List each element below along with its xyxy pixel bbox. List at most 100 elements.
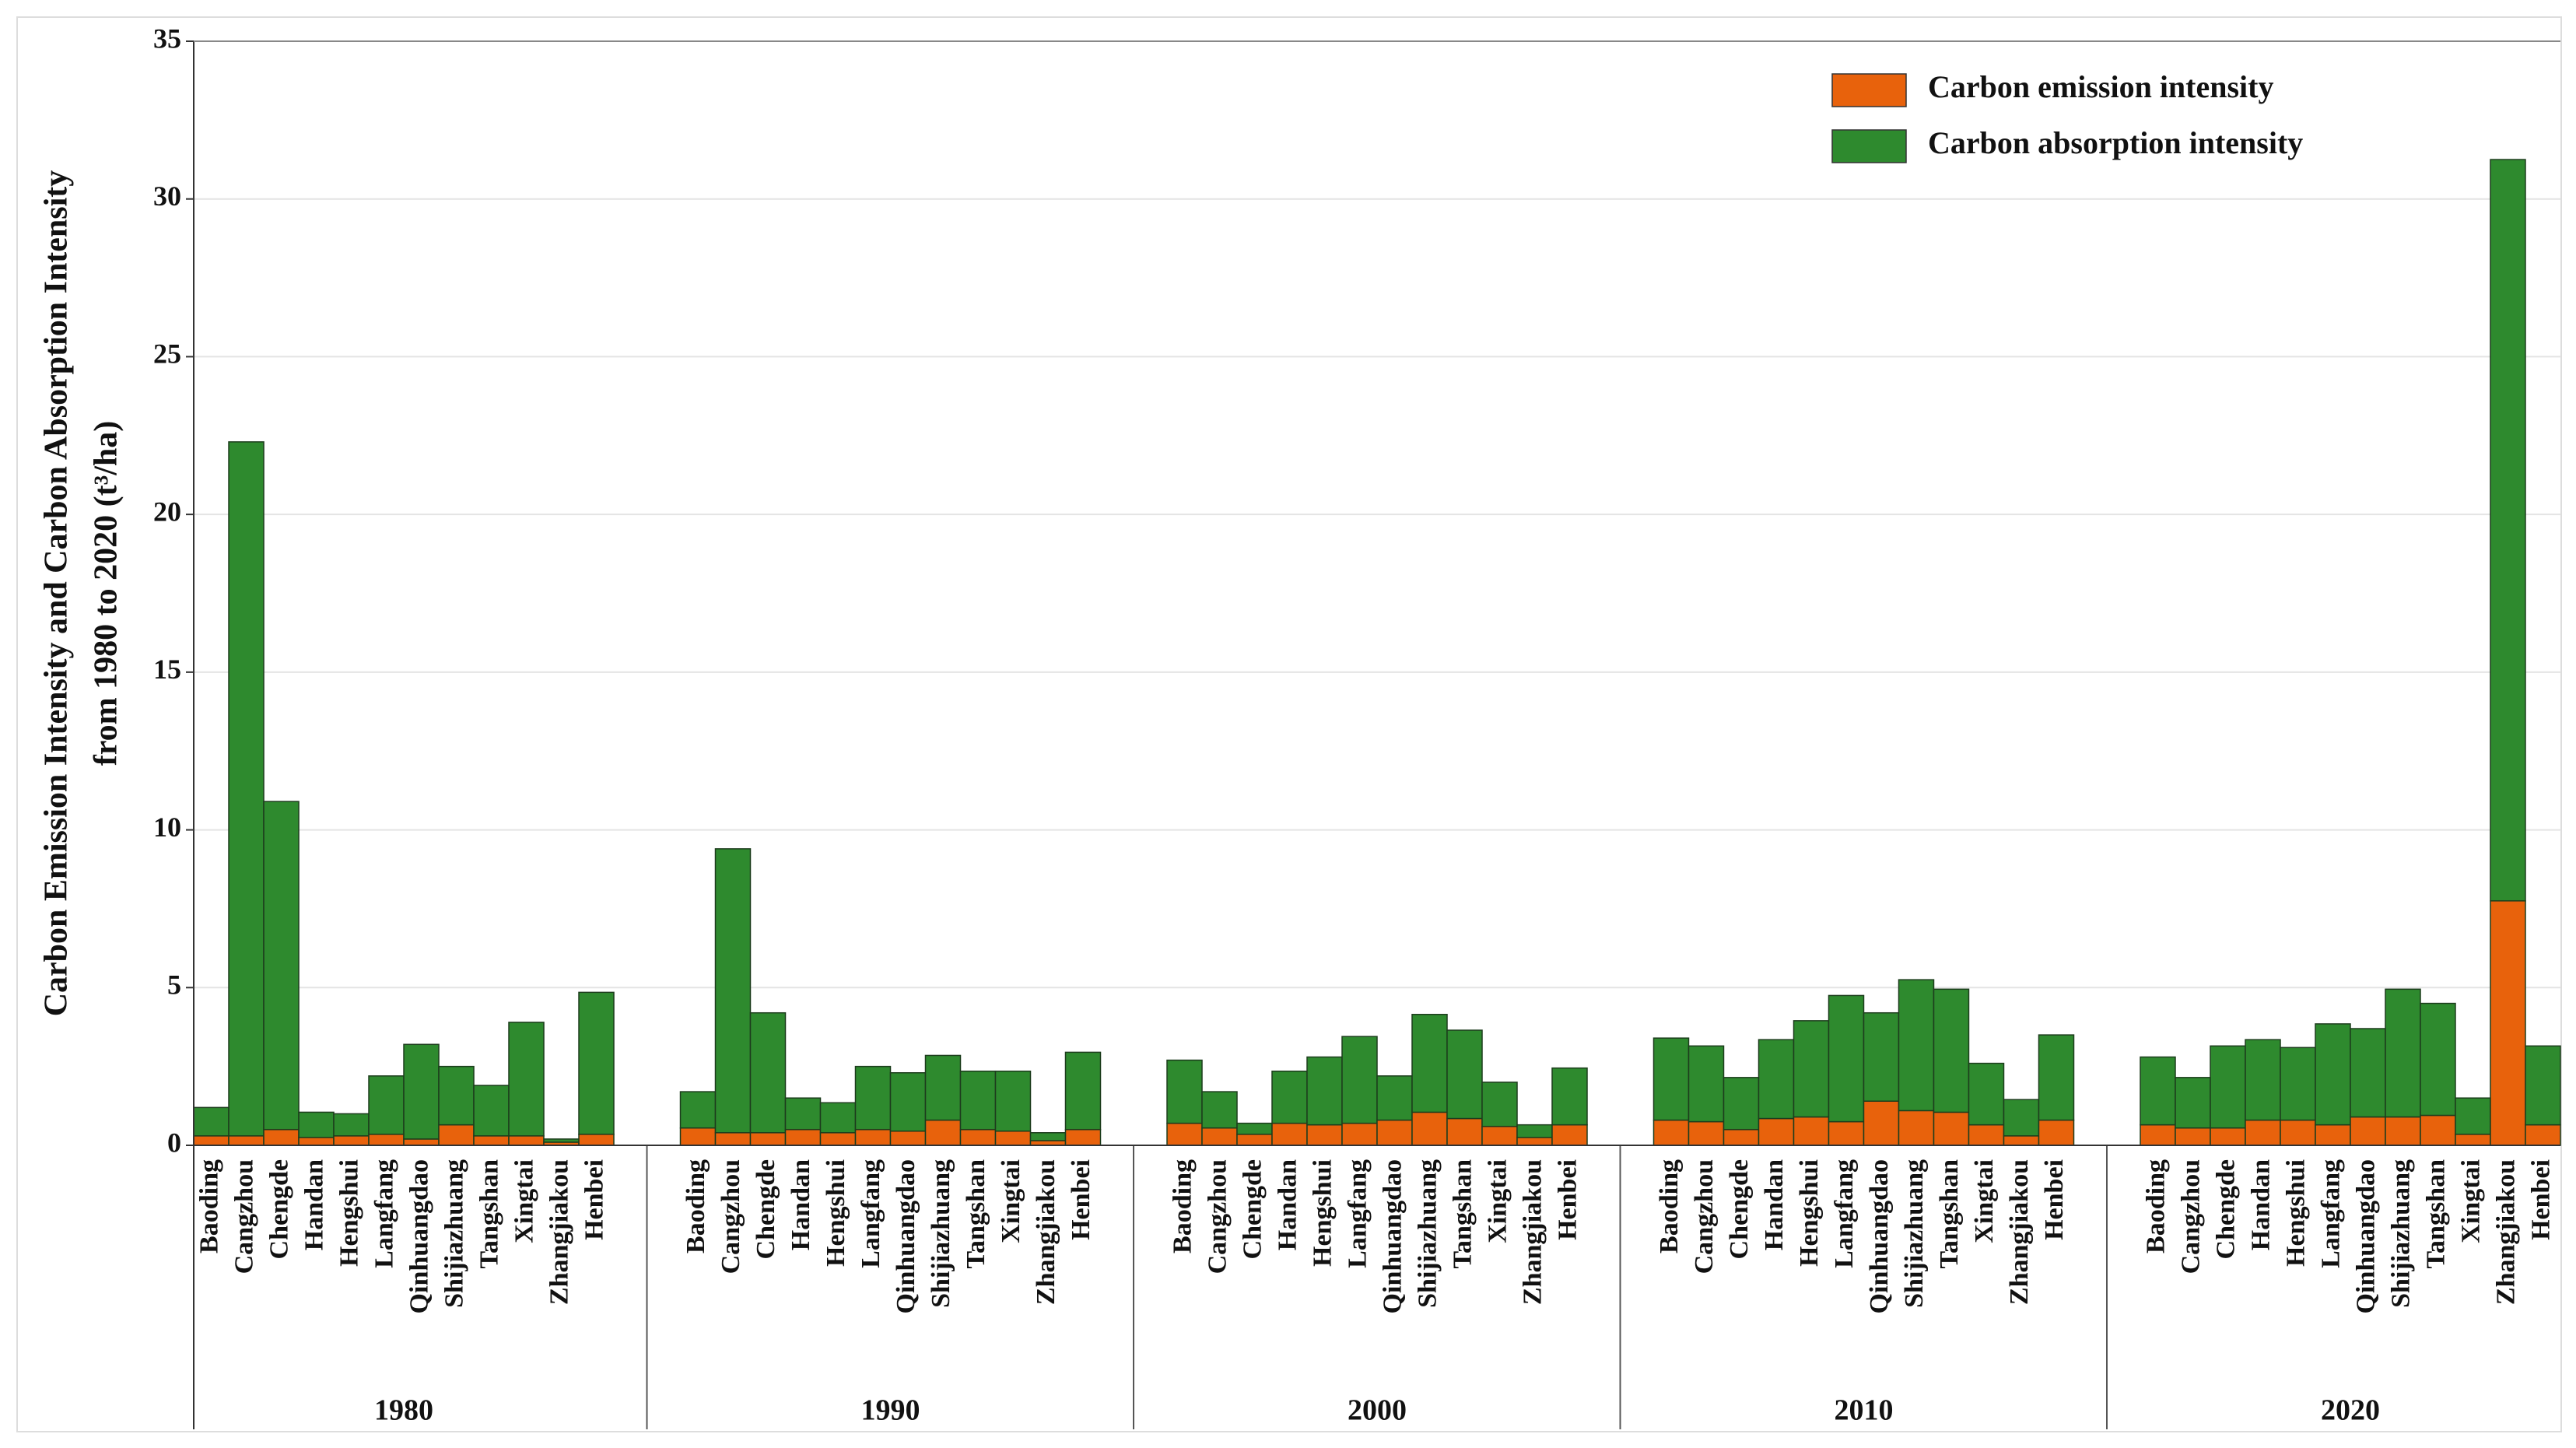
- x-tick-label: Xingtai: [2456, 1159, 2485, 1243]
- bar-segment: [714, 848, 752, 1134]
- x-tick-label: Hengshui: [822, 1159, 850, 1267]
- x-tick-label: Qinhuangdao: [892, 1159, 920, 1313]
- bar-segment: [1236, 1122, 1273, 1135]
- bar-segment: [924, 1119, 962, 1146]
- bar-segment: [2490, 900, 2526, 1146]
- bar-segment: [333, 1135, 370, 1146]
- y-tick-label: 25: [153, 338, 181, 370]
- bar-segment: [1723, 1077, 1760, 1131]
- bar-segment: [508, 1022, 545, 1137]
- x-tick-label: Handan: [1760, 1159, 1789, 1250]
- bar-segment: [508, 1135, 545, 1146]
- bar-segment: [1411, 1111, 1448, 1146]
- bar-segment: [2420, 1114, 2456, 1146]
- bar-segment: [2490, 159, 2526, 902]
- y-tick-label: 30: [153, 181, 181, 212]
- bar-segment: [2245, 1039, 2281, 1121]
- y-axis-title: Carbon Emission Intensity and Carbon Abs…: [39, 170, 75, 1017]
- group-label: 1980: [374, 1394, 433, 1427]
- y-tick-label: 35: [153, 23, 181, 54]
- x-tick-label: Zhangjiakou: [1518, 1159, 1547, 1305]
- bar-segment: [193, 1135, 230, 1146]
- bar-segment: [333, 1113, 370, 1137]
- bar-segment: [228, 441, 265, 1137]
- bar-segment: [1166, 1122, 1203, 1146]
- bar-segment: [2455, 1134, 2491, 1146]
- x-tick-label: Handan: [1273, 1159, 1302, 1250]
- y-tick-label: 5: [167, 969, 181, 1001]
- bar-segment: [1481, 1125, 1518, 1146]
- x-tick-label: Qinhuangdao: [1865, 1159, 1894, 1313]
- bar-segment: [2420, 1002, 2456, 1117]
- bar-segment: [543, 1138, 580, 1143]
- bar-segment: [2350, 1116, 2386, 1146]
- bar-segment: [749, 1132, 787, 1146]
- bar-segment: [1723, 1128, 1760, 1146]
- x-tick-label: Handan: [787, 1159, 815, 1250]
- bar-segment: [2385, 1116, 2421, 1146]
- legend-label: Carbon emission intensity: [1928, 69, 2274, 104]
- bar-segment: [578, 1134, 615, 1146]
- bar-segment: [2210, 1127, 2246, 1146]
- bar-segment: [1551, 1067, 1588, 1126]
- x-tick-label: Xingtai: [997, 1159, 1025, 1243]
- x-tick-label: Henbei: [1553, 1159, 1582, 1240]
- bar-segment: [994, 1131, 1032, 1146]
- x-tick-label: Cangzhou: [230, 1159, 258, 1274]
- x-tick-label: Langfang: [370, 1159, 398, 1268]
- bar-segment: [1933, 1111, 1970, 1146]
- bar-segment: [2280, 1119, 2316, 1146]
- x-tick-label: Henbei: [2040, 1159, 2069, 1240]
- group-label: 2010: [1835, 1394, 1894, 1427]
- x-tick-label: Cangzhou: [1203, 1159, 1232, 1274]
- x-tick-label: Langfang: [1830, 1159, 1859, 1268]
- bar-segment: [1688, 1045, 1725, 1123]
- bar-segment: [1516, 1137, 1553, 1146]
- legend-swatch: [1831, 73, 1907, 107]
- bar-segment: [1652, 1037, 1690, 1121]
- x-tick-label: Langfang: [1343, 1159, 1372, 1268]
- x-tick-label: Henbei: [2526, 1159, 2555, 1240]
- bar-segment: [1481, 1082, 1518, 1127]
- bar-segment: [2038, 1034, 2075, 1121]
- x-tick-label: Baoding: [195, 1159, 223, 1253]
- x-tick-label: Zhangjiakou: [545, 1159, 573, 1305]
- y-tick-label: 15: [153, 654, 181, 685]
- bar-segment: [679, 1091, 717, 1129]
- bar-segment: [2140, 1124, 2176, 1146]
- x-tick-label: Hengshui: [2281, 1159, 2310, 1267]
- bar-segment: [1376, 1119, 1413, 1146]
- bar-segment: [1793, 1116, 1830, 1146]
- x-tick-label: Zhangjiakou: [2005, 1159, 2034, 1305]
- bar-segment: [263, 1128, 300, 1146]
- x-tick-label: Chengde: [265, 1159, 293, 1259]
- bar-segment: [784, 1097, 822, 1131]
- bar-segment: [438, 1065, 475, 1126]
- group-label: 2020: [2321, 1394, 2380, 1427]
- x-tick-label: Chengde: [1725, 1159, 1754, 1259]
- bar-segment: [193, 1106, 230, 1137]
- x-tick-label: Langfang: [2316, 1159, 2345, 1268]
- x-tick-label: Baoding: [1655, 1159, 1684, 1253]
- x-tick-label: Henbei: [1067, 1159, 1095, 1240]
- bar-segment: [1306, 1124, 1343, 1146]
- bar-segment: [1201, 1127, 1238, 1146]
- bar-segment: [1863, 1100, 1900, 1146]
- bar-segment: [2280, 1047, 2316, 1121]
- bar-segment: [2210, 1045, 2246, 1129]
- bar-segment: [2175, 1077, 2211, 1129]
- bar-segment: [473, 1135, 510, 1146]
- bar-segment: [1271, 1122, 1308, 1146]
- bar-segment: [2038, 1119, 2075, 1146]
- bar-segment: [1898, 979, 1935, 1112]
- bar-segment: [1898, 1110, 1935, 1146]
- bar-segment: [784, 1128, 822, 1146]
- bar-segment: [1828, 994, 1865, 1123]
- x-tick-label: Qinhuangdao: [405, 1159, 433, 1313]
- bar-segment: [1863, 1011, 1900, 1102]
- x-tick-label: Qinhuangdao: [1378, 1159, 1407, 1313]
- bar-segment: [368, 1075, 405, 1135]
- bar-segment: [1933, 988, 1970, 1113]
- bar-segment: [1166, 1059, 1203, 1124]
